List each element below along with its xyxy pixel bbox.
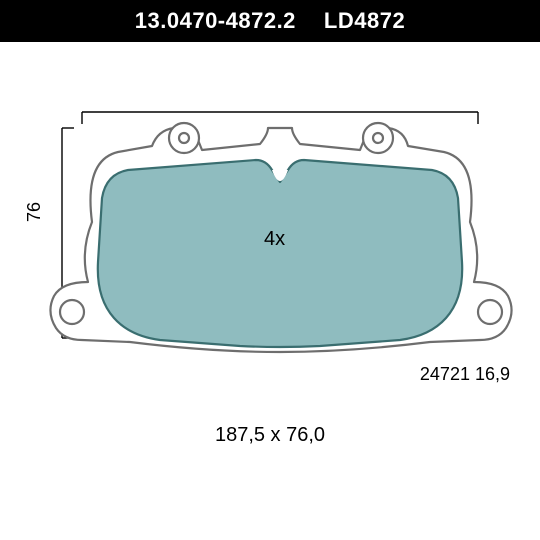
diagram-area: 76 4x 24721 16,9 187,5 x 76,0	[0, 42, 540, 540]
dimensions-label: 187,5 x 76,0	[0, 424, 540, 447]
height-label: 76	[24, 202, 45, 222]
quantity-label: 4x	[264, 228, 285, 251]
brake-pad-diagram	[0, 42, 540, 530]
part-code: LD4872	[324, 8, 405, 33]
part-number: 13.0470-4872.2	[135, 8, 296, 33]
header-bar: 13.0470-4872.2 LD4872	[0, 0, 540, 42]
reference-label: 24721 16,9	[420, 364, 510, 385]
